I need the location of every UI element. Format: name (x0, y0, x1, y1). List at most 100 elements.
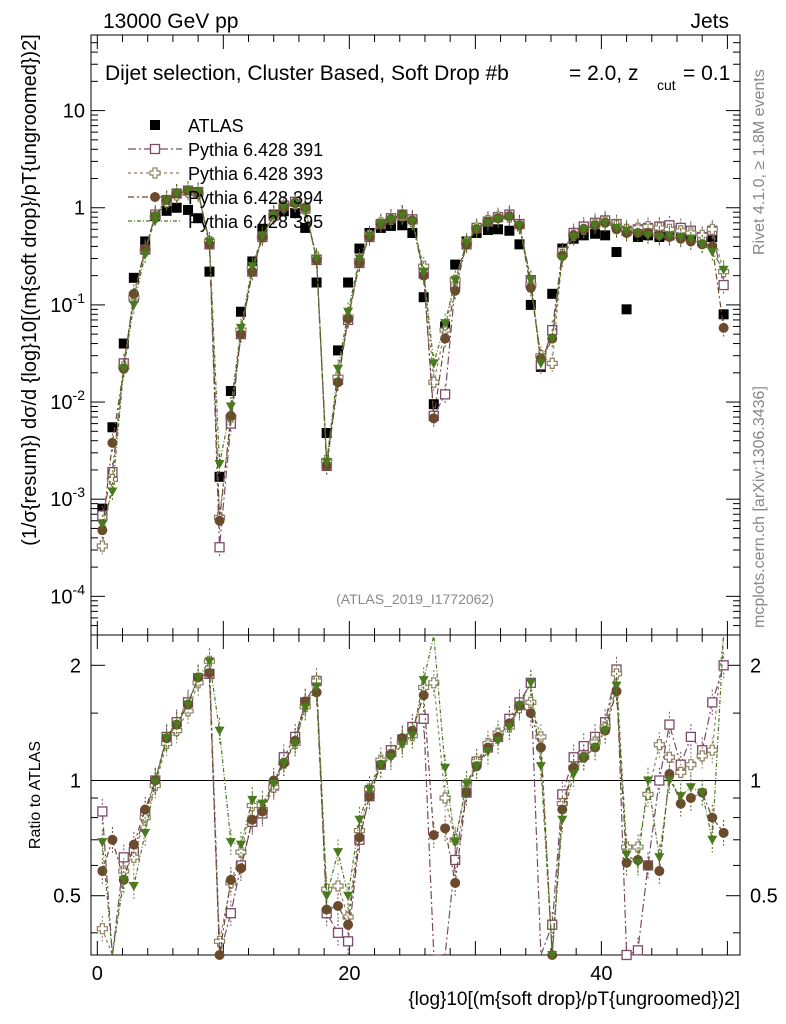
ratio-point (118, 852, 129, 863)
ratio-point (140, 828, 151, 838)
ratio-point (204, 657, 215, 667)
ratio-point (707, 812, 718, 823)
data-point (440, 333, 451, 344)
data-point (214, 515, 225, 526)
analysis-id: (ATLAS_2019_I1772062) (336, 591, 494, 607)
data-point (321, 428, 332, 439)
data-point (471, 225, 482, 235)
ratio-point (418, 713, 429, 724)
main-y-tick-label: 1 (74, 198, 85, 220)
data-point (706, 223, 718, 235)
data-point (600, 218, 611, 228)
ratio-point (547, 919, 558, 930)
ratio-point (664, 768, 675, 779)
data-point (311, 254, 322, 264)
ratio-point (653, 739, 665, 751)
data-point (128, 272, 139, 283)
ratio-point (535, 742, 546, 753)
data-point (257, 231, 268, 241)
data-point (685, 234, 696, 244)
data-point (439, 389, 451, 400)
ratio-point (621, 850, 632, 860)
ratio-point (96, 923, 108, 935)
ratio-point (311, 687, 322, 698)
legend-marker (149, 143, 161, 155)
ratio-point (140, 804, 151, 815)
ratio-axis-ticks: 2 2 1 1 0.5 0.5 (53, 655, 778, 934)
ratio-line (101, 634, 725, 956)
data-point (611, 223, 622, 233)
data-point (97, 503, 108, 514)
ratio-point (300, 703, 311, 713)
data-point (290, 199, 301, 209)
ratio-point (213, 935, 226, 947)
series-line (101, 189, 725, 531)
data-point (397, 220, 408, 231)
data-point (407, 217, 418, 227)
data-point (514, 239, 525, 250)
x-tick-label: 20 (338, 963, 360, 985)
ratio-point (332, 927, 344, 938)
ratio-point (611, 681, 622, 691)
data-point (118, 364, 129, 374)
series-atlas (97, 202, 729, 514)
data-point (418, 267, 429, 277)
ratio-point (418, 676, 429, 686)
data-point (461, 238, 472, 248)
ratio-point (97, 838, 108, 848)
ratio-plot-frame (90, 634, 741, 956)
data-point (590, 221, 601, 231)
data-point (600, 230, 611, 241)
data-point (611, 247, 622, 258)
ratio-point (343, 891, 354, 901)
ratio-point (471, 762, 482, 772)
ratio-point (278, 759, 289, 769)
data-point (643, 231, 654, 241)
legend-label: Pythia 6.428 394 (188, 188, 323, 208)
ratio-point (697, 788, 708, 798)
data-point (247, 266, 258, 277)
data-point (150, 212, 161, 222)
ratio-point (247, 814, 258, 825)
ratio-point (600, 726, 611, 736)
data-point (482, 218, 493, 228)
x-axis-ticks: 0 20 40 (92, 35, 728, 985)
ratio-point (342, 936, 354, 947)
ratio-point (675, 792, 686, 802)
data-point (428, 413, 439, 424)
data-point (332, 364, 343, 374)
ratio-point (525, 678, 536, 688)
ratio-point (268, 779, 279, 789)
y-axis-title-ratio: Ratio to ATLAS (27, 741, 44, 849)
ratio-point (643, 860, 654, 871)
data-point (343, 307, 354, 317)
ratio-point (397, 740, 408, 750)
data-point (514, 221, 525, 231)
ratio-point (450, 838, 461, 848)
data-point (97, 525, 108, 536)
data-point (268, 211, 279, 221)
data-point (718, 265, 729, 275)
data-point (171, 202, 182, 213)
main-y-tick-label: 10-1 (50, 290, 85, 317)
ratio-point (718, 660, 729, 671)
main-y-tick-label: 10 (63, 101, 85, 123)
ratio-point (450, 854, 461, 866)
ratio-point (685, 783, 696, 793)
data-point (204, 237, 215, 247)
legend-marker (150, 192, 160, 202)
ratio-y-tick-label-right: 1 (750, 771, 761, 793)
data-point (450, 259, 461, 270)
data-point (450, 276, 461, 286)
ratio-point (707, 835, 718, 845)
ratio-y-tick-label-right: 0.5 (750, 886, 778, 908)
zcut-sub: cut (657, 77, 676, 93)
ratio-point (321, 891, 332, 901)
data-point (193, 188, 204, 198)
legend-marker (149, 167, 161, 179)
data-point (428, 376, 440, 388)
data-point (300, 205, 311, 215)
ratio-point (290, 739, 301, 749)
data-point (290, 208, 301, 219)
data-point (718, 309, 729, 320)
